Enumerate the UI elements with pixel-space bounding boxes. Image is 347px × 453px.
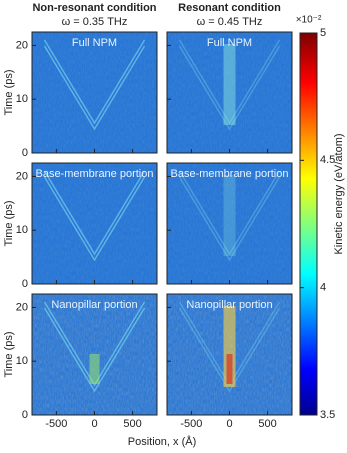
heatmap-panel <box>166 162 293 285</box>
y-tick-label: 0 <box>22 278 28 290</box>
resonant-core <box>226 354 233 384</box>
heatmap-panel <box>31 162 158 285</box>
heatmap-panel <box>31 31 158 154</box>
y-axis-label: Time (ps) <box>3 200 15 246</box>
colorbar-tick-label: 5 <box>320 27 326 39</box>
y-tick-label: 0 <box>22 147 28 159</box>
panel-label: Base-membrane portion <box>35 168 153 180</box>
wavefront <box>178 45 281 131</box>
x-axis-label: Position, x (Å) <box>128 435 196 448</box>
wavefront <box>43 176 146 262</box>
x-tick-label: 0 <box>91 418 97 430</box>
wavefront <box>43 45 146 131</box>
wavefront <box>43 39 146 125</box>
x-tick-label: -500 <box>45 418 67 430</box>
column-subtitle: ω = 0.35 THz <box>62 16 128 28</box>
colorbar-scale: ×10⁻² <box>296 15 322 26</box>
wavefront <box>43 170 146 256</box>
heatmap-panel <box>31 293 158 416</box>
x-tick-label: -500 <box>180 418 202 430</box>
column-title: Non-resonant condition <box>32 2 156 14</box>
colorbar <box>299 32 318 416</box>
panel-label: Base-membrane portion <box>170 168 288 180</box>
panel-label: Nanopillar portion <box>51 299 137 311</box>
core <box>89 354 100 384</box>
y-tick-label: 10 <box>16 355 28 367</box>
panel-label: Full NPM <box>72 37 117 49</box>
colorbar-tick-label: 4.5 <box>320 154 335 166</box>
resonant-column <box>223 44 236 125</box>
y-tick-label: 20 <box>16 39 28 51</box>
y-tick-label: 20 <box>16 301 28 313</box>
resonant-column <box>223 175 236 256</box>
x-tick-label: 500 <box>123 418 141 430</box>
wavefront <box>43 307 146 393</box>
y-tick-label: 10 <box>16 93 28 105</box>
column-title: Resonant condition <box>178 2 281 14</box>
column-subtitle: ω = 0.45 THz <box>197 16 263 28</box>
panel-noise <box>167 163 292 284</box>
y-tick-label: 10 <box>16 224 28 236</box>
wavefront <box>178 39 281 125</box>
wavefront <box>178 307 281 393</box>
panel-label: Full NPM <box>207 37 252 49</box>
x-tick-label: 0 <box>226 418 232 430</box>
colorbar-tick-label: 4 <box>320 282 326 294</box>
wavefront <box>178 170 281 256</box>
y-tick-label: 0 <box>22 409 28 421</box>
panel-noise <box>32 163 157 284</box>
y-axis-label: Time (ps) <box>3 69 15 115</box>
x-tick-label: 500 <box>258 418 276 430</box>
heatmap-panel <box>166 31 293 154</box>
y-tick-label: 20 <box>16 170 28 182</box>
panel-noise <box>167 32 292 153</box>
colorbar-tick-label: 3.5 <box>320 409 335 421</box>
panel-noise <box>32 32 157 153</box>
wavefront <box>43 301 146 387</box>
y-axis-label: Time (ps) <box>3 331 15 377</box>
colorbar-label: Kinetic energy (eV/atom) <box>333 133 345 254</box>
panel-label: Nanopillar portion <box>186 299 272 311</box>
heatmap-panel <box>166 293 293 416</box>
wavefront <box>178 176 281 262</box>
